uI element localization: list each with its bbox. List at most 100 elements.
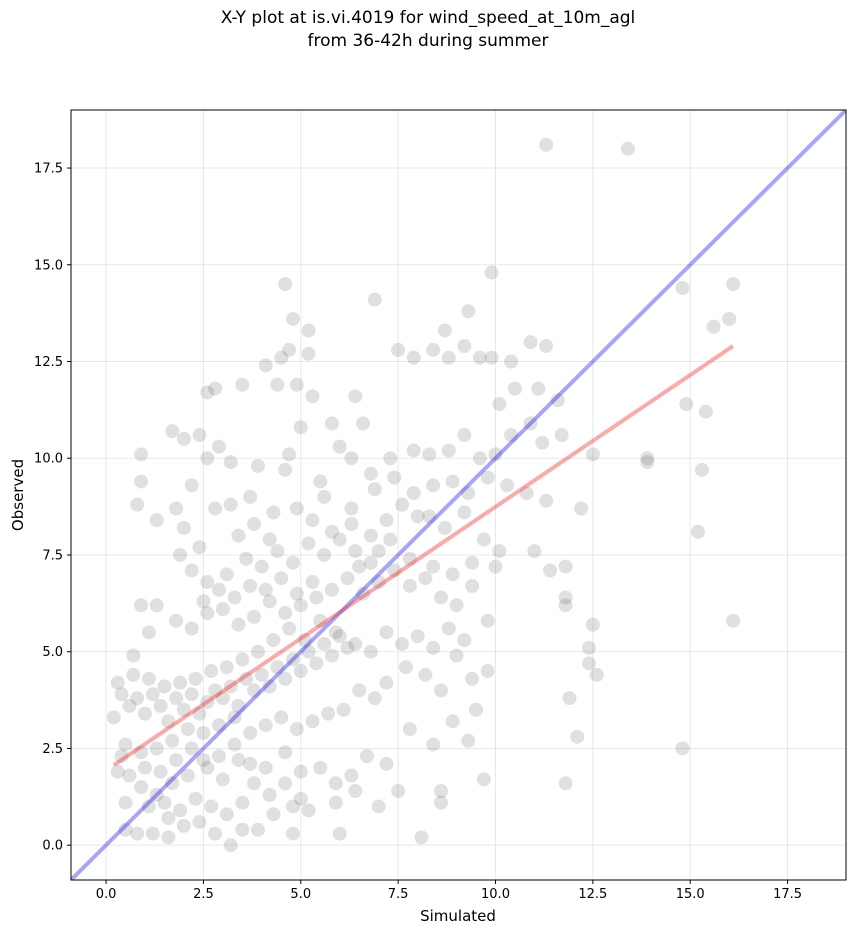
data-point xyxy=(134,745,149,760)
data-point xyxy=(247,683,262,698)
data-point xyxy=(278,745,293,760)
data-point xyxy=(274,710,289,725)
data-point xyxy=(118,737,133,752)
data-point xyxy=(352,559,367,574)
data-point xyxy=(422,509,437,524)
data-point xyxy=(433,795,448,810)
data-point xyxy=(332,439,347,454)
data-point xyxy=(192,814,207,829)
data-point xyxy=(449,648,464,663)
data-point xyxy=(161,811,176,826)
data-point xyxy=(192,428,207,443)
data-point xyxy=(293,791,308,806)
data-point xyxy=(231,617,246,632)
data-point xyxy=(500,478,515,493)
data-point xyxy=(426,342,441,357)
data-point xyxy=(231,753,246,768)
data-point xyxy=(472,350,487,365)
data-point xyxy=(165,776,180,791)
x-tick-label: 15.0 xyxy=(676,887,705,902)
data-point xyxy=(157,679,172,694)
data-point xyxy=(184,478,199,493)
data-point xyxy=(581,656,596,671)
data-point xyxy=(106,710,121,725)
data-point xyxy=(352,683,367,698)
data-point xyxy=(507,381,522,396)
data-point xyxy=(585,617,600,632)
data-point xyxy=(149,787,164,802)
data-point xyxy=(262,532,277,547)
data-point xyxy=(395,636,410,651)
data-point xyxy=(457,339,472,354)
data-point xyxy=(192,706,207,721)
data-point xyxy=(200,575,215,590)
data-point xyxy=(188,791,203,806)
data-point xyxy=(157,795,172,810)
data-point xyxy=(324,582,339,597)
data-point xyxy=(270,544,285,559)
data-point xyxy=(383,451,398,466)
data-point xyxy=(426,737,441,752)
data-point xyxy=(414,830,429,845)
data-point xyxy=(278,671,293,686)
data-point xyxy=(523,416,538,431)
data-point xyxy=(726,277,741,292)
y-tick-label: 2.5 xyxy=(42,742,63,757)
data-point xyxy=(402,722,417,737)
data-point xyxy=(285,652,300,667)
data-point xyxy=(219,807,234,822)
data-point xyxy=(137,706,152,721)
data-point xyxy=(278,462,293,477)
data-point xyxy=(437,323,452,338)
data-point xyxy=(356,416,371,431)
data-point xyxy=(266,633,281,648)
data-point xyxy=(461,733,476,748)
data-point xyxy=(254,559,269,574)
data-point xyxy=(285,311,300,326)
data-point xyxy=(231,528,246,543)
data-point xyxy=(363,528,378,543)
data-point xyxy=(691,524,706,539)
data-point xyxy=(180,722,195,737)
data-point xyxy=(247,609,262,624)
data-point xyxy=(211,718,226,733)
data-point xyxy=(706,319,721,334)
data-point xyxy=(488,559,503,574)
data-point xyxy=(305,389,320,404)
data-point xyxy=(620,141,635,156)
data-point xyxy=(250,822,265,837)
data-point xyxy=(169,691,184,706)
data-point xyxy=(558,590,573,605)
data-point xyxy=(379,756,394,771)
data-point xyxy=(134,447,149,462)
data-point xyxy=(554,428,569,443)
axis-ticks: 0.0 2.5 5.0 7.5 10.0 12.5 15.0 17.5 0.0 2.5 5.0 7.5… xyxy=(34,162,802,902)
data-point xyxy=(550,393,565,408)
data-point xyxy=(519,486,534,501)
data-point xyxy=(433,784,448,799)
grid xyxy=(71,110,846,880)
data-point xyxy=(359,749,374,764)
data-point xyxy=(558,776,573,791)
data-point xyxy=(134,474,149,489)
data-point xyxy=(581,640,596,655)
data-point xyxy=(523,335,538,350)
data-point xyxy=(173,803,188,818)
x-axis-label: Simulated xyxy=(420,907,496,925)
data-point xyxy=(118,822,133,837)
data-point xyxy=(173,547,188,562)
data-point xyxy=(379,675,394,690)
data-point xyxy=(504,428,519,443)
data-point xyxy=(126,667,141,682)
data-point xyxy=(433,683,448,698)
data-point xyxy=(289,501,304,516)
data-point xyxy=(363,644,378,659)
data-point xyxy=(340,571,355,586)
data-point xyxy=(363,555,378,570)
data-point xyxy=(305,714,320,729)
data-point xyxy=(340,640,355,655)
data-point xyxy=(476,772,491,787)
x-tick-label: 12.5 xyxy=(578,887,607,902)
data-point xyxy=(426,559,441,574)
data-point xyxy=(589,667,604,682)
